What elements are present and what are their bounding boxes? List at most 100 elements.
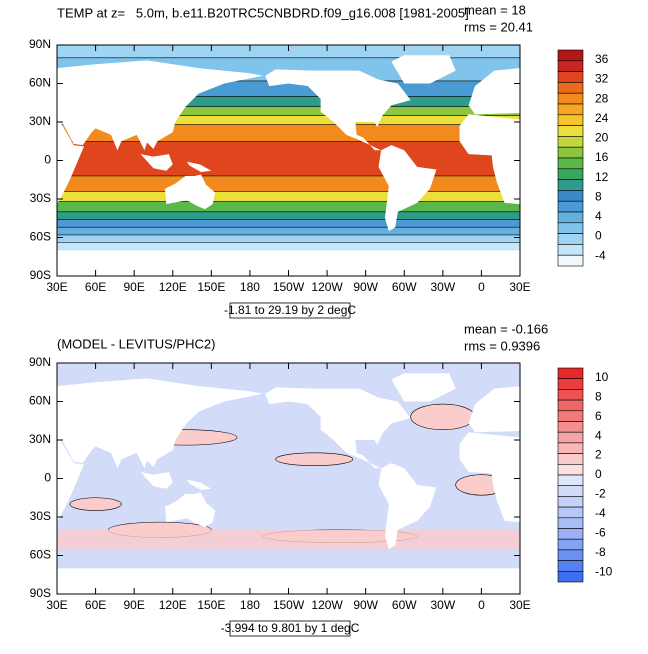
sst-band	[57, 115, 520, 126]
colorbar-box	[557, 49, 584, 62]
lon-label: 90W	[353, 598, 378, 612]
colorbar-label: 8	[595, 389, 602, 403]
land	[165, 174, 216, 210]
colorbar-label: 12	[595, 170, 609, 184]
colorbar-box	[557, 168, 584, 180]
lat-label: 30N	[29, 114, 51, 128]
colorbar-label: 0	[595, 229, 602, 243]
colorbar-box	[557, 233, 584, 245]
colorbar-label: 0	[595, 467, 602, 481]
colorbar-label: 28	[595, 91, 609, 105]
sst-band	[57, 211, 520, 221]
colorbar-box	[557, 506, 584, 519]
colorbar-box	[557, 538, 584, 551]
map	[57, 363, 520, 594]
colorbar-label: 2	[595, 448, 602, 462]
lat-label: 90N	[29, 355, 51, 369]
colorbar-box	[557, 244, 584, 256]
lat-label: 0	[44, 471, 51, 485]
land	[378, 145, 437, 232]
colorbar-box	[557, 367, 584, 379]
map	[57, 45, 520, 276]
colorbar-label: 10	[595, 370, 609, 384]
colorbar-label: 4	[595, 209, 602, 223]
colorbar-label: 6	[595, 409, 602, 423]
lat-label: 30S	[30, 509, 51, 523]
colorbar-label: -8	[595, 545, 606, 559]
land	[57, 119, 85, 205]
info-box	[229, 620, 351, 637]
land	[378, 463, 437, 550]
colorbar-box	[557, 60, 584, 72]
colorbar-label: 8	[595, 189, 602, 203]
land	[165, 492, 216, 528]
colorbar-box	[557, 179, 584, 191]
land	[391, 55, 456, 84]
lon-label: 30W	[430, 280, 455, 294]
panel-title: (MODEL - LEVITUS/PHC2)	[57, 336, 215, 351]
lon-label: 150W	[273, 280, 305, 294]
anomaly	[275, 452, 354, 466]
colorbar-box	[557, 485, 584, 497]
colorbar-label: -4	[595, 506, 606, 520]
colorbar-box	[557, 560, 584, 572]
colorbar-box	[557, 517, 584, 529]
contour-info: -3.994 to 9.801 by 1 degC	[221, 621, 360, 635]
lon-label: 180	[240, 598, 260, 612]
colorbar-box	[557, 528, 584, 540]
colorbar-box	[557, 211, 584, 224]
colorbar-box	[557, 114, 584, 126]
lon-label: 90W	[353, 280, 378, 294]
sst-band	[57, 106, 520, 117]
colorbar-box	[557, 103, 584, 116]
land	[57, 437, 85, 523]
sst-band	[57, 201, 520, 213]
colorbar-box	[557, 71, 584, 83]
panel-title: TEMP at z= 5.0m, b.e11.B20TRC5CNBDRD.f09…	[57, 5, 469, 20]
colorbar-box	[557, 570, 584, 583]
land	[57, 378, 263, 469]
colorbar-label: 4	[595, 428, 602, 442]
lat-label: 90N	[29, 37, 51, 51]
info-box	[229, 302, 351, 319]
lon-label: 150W	[273, 598, 305, 612]
land	[140, 472, 173, 489]
lon-label: 120W	[311, 598, 343, 612]
colorbar-box	[557, 136, 584, 148]
colorbar-box	[557, 200, 584, 213]
contour-info: -1.81 to 29.19 by 2 degC	[224, 303, 356, 317]
land	[468, 68, 520, 115]
land	[459, 432, 520, 523]
lat-label: 60S	[30, 230, 51, 244]
lon-label: 90E	[123, 598, 144, 612]
colorbar-box	[557, 453, 584, 465]
lon-label: 90E	[123, 280, 144, 294]
lat-label: 30N	[29, 432, 51, 446]
land	[265, 387, 411, 469]
lon-label: 120E	[159, 280, 187, 294]
sst-band	[57, 234, 520, 244]
lon-label: 30E	[509, 598, 530, 612]
lon-label: 30E	[46, 280, 67, 294]
rms-stat: rms = 0.9396	[464, 338, 540, 353]
colorbar-box	[557, 92, 584, 105]
lat-label: 60N	[29, 394, 51, 408]
land	[391, 373, 456, 402]
land	[57, 568, 520, 594]
colorbar-box	[557, 549, 584, 561]
colorbar-label: 16	[595, 150, 609, 164]
colorbar-box	[557, 399, 584, 412]
land	[186, 161, 212, 173]
colorbar-box	[557, 157, 584, 170]
lon-label: 180	[240, 280, 260, 294]
lon-label: 150E	[197, 280, 225, 294]
lat-label: 60S	[30, 548, 51, 562]
lon-label: 60W	[392, 280, 417, 294]
colorbar-box	[557, 421, 584, 433]
lon-label: 0	[478, 280, 485, 294]
colorbar-box	[557, 125, 584, 137]
lon-label: 150E	[197, 598, 225, 612]
